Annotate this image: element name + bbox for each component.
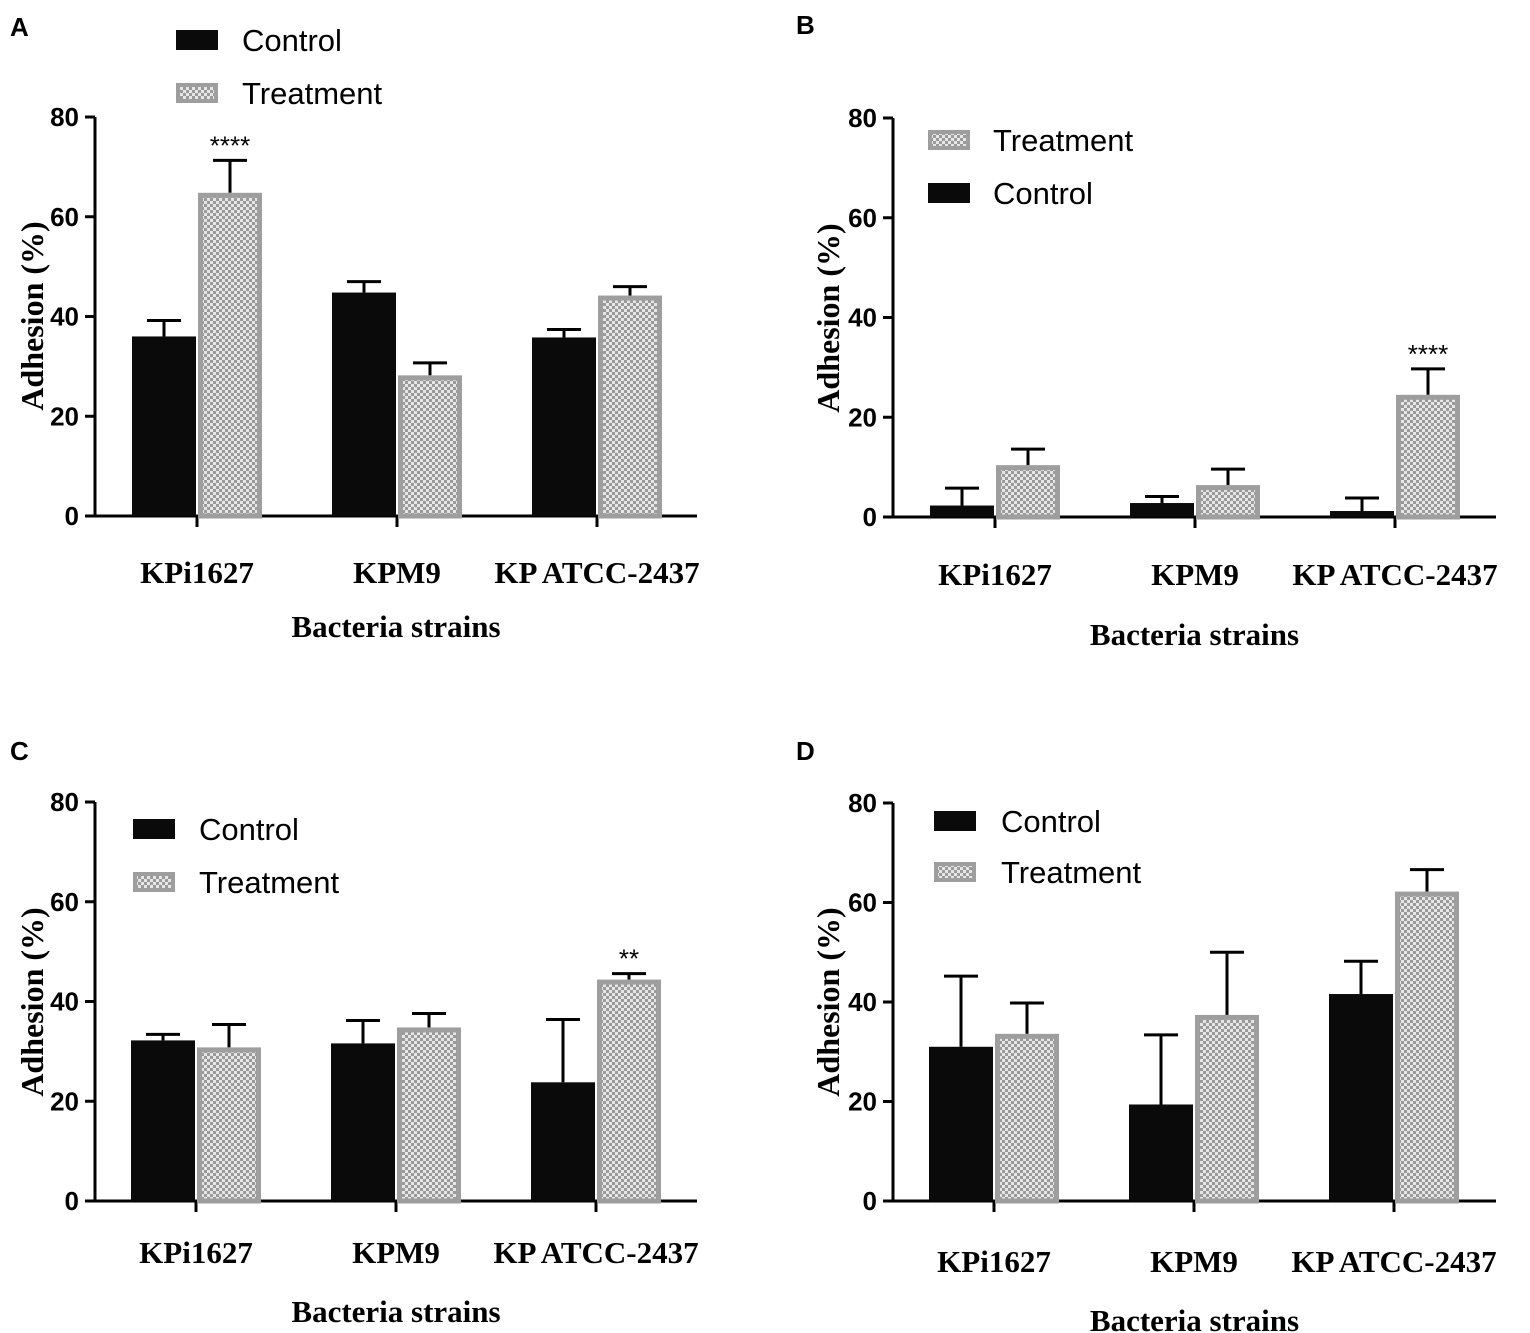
treatment-bar — [1195, 1014, 1259, 1204]
treatment-bar — [1396, 394, 1460, 520]
category-label: KPi1627 — [140, 555, 254, 590]
category-label: KP ATCC-2437 — [493, 1235, 698, 1270]
y-tick-label: 40 — [848, 987, 877, 1017]
control-bar — [132, 336, 196, 516]
chart-panel-a: A 0 20 40 60 80 KPi1627 KPM9 KP ATCC-2437 **** Adh… — [10, 12, 700, 644]
panel-letter: B — [796, 10, 815, 40]
category-label: KPM9 — [352, 1235, 440, 1270]
legend-swatch-control — [934, 811, 976, 831]
panel-letter: C — [10, 736, 29, 766]
y-tick-label: 80 — [848, 788, 877, 818]
chart-panel-b: B 0 20 40 60 80 KPi1627 KPM9 KP ATCC-2437 **** Adh… — [796, 10, 1498, 652]
y-tick-label: 80 — [50, 102, 79, 132]
control-bar — [1130, 503, 1194, 517]
control-bar — [331, 1043, 395, 1201]
legend: Control Treatment — [176, 23, 383, 111]
treatment-bar — [1196, 485, 1260, 520]
y-tick-label: 0 — [863, 502, 877, 532]
treatment-bar — [597, 979, 661, 1204]
category-label: KP ATCC-2437 — [1292, 557, 1497, 592]
control-bar — [1329, 994, 1393, 1201]
y-tick-label: 20 — [848, 1087, 877, 1117]
category-label: KP ATCC-2437 — [494, 555, 699, 590]
category-label: KPi1627 — [139, 1235, 253, 1270]
legend-label-control: Control — [242, 23, 342, 58]
x-axis-title: Bacteria strains — [1090, 617, 1299, 652]
control-bar — [930, 505, 994, 517]
legend-label-treatment: Treatment — [199, 865, 340, 900]
control-bar — [131, 1040, 195, 1201]
legend-swatch-treatment — [176, 83, 218, 103]
y-tick-label: 40 — [50, 302, 79, 332]
y-tick-label: 60 — [50, 887, 79, 917]
panel-letter: D — [796, 736, 815, 766]
significance-marker: **** — [210, 130, 250, 160]
x-axis-title: Bacteria strains — [291, 1294, 500, 1329]
y-tick-label: 0 — [65, 1186, 79, 1216]
control-bar — [929, 1046, 993, 1201]
category-label: KPM9 — [1150, 1244, 1238, 1279]
legend-swatch-control — [928, 183, 970, 203]
y-axis-title: Adhesion (%) — [810, 907, 846, 1096]
category-label: KPi1627 — [938, 557, 1052, 592]
legend-label-treatment: Treatment — [993, 123, 1134, 158]
y-tick-label: 80 — [848, 103, 877, 133]
legend-label-control: Control — [993, 176, 1093, 211]
y-tick-label: 20 — [50, 401, 79, 431]
y-tick-label: 20 — [848, 402, 877, 432]
legend: Control Treatment — [133, 812, 340, 900]
treatment-bar — [598, 295, 662, 519]
treatment-bar — [397, 1027, 461, 1204]
panel-letter: A — [10, 12, 29, 42]
y-tick-label: 0 — [863, 1186, 877, 1216]
significance-marker: ** — [619, 944, 639, 974]
category-label: KP ATCC-2437 — [1291, 1244, 1496, 1279]
x-axis-title: Bacteria strains — [1090, 1303, 1299, 1333]
treatment-bar — [398, 375, 462, 519]
chart-panel-c: C 0 20 40 60 80 KPi1627 KPM9 KP ATCC-2437 ** Adhes… — [10, 736, 699, 1329]
y-tick-label: 20 — [50, 1086, 79, 1116]
chart-panel-d: D 0 20 40 60 80 KPi1627 KPM9 KP ATCC-2437 Adhesio… — [796, 736, 1497, 1333]
legend-swatch-control — [133, 819, 175, 839]
y-tick-label: 0 — [65, 501, 79, 531]
legend-label-treatment: Treatment — [1001, 855, 1142, 890]
control-bar — [531, 1082, 595, 1201]
y-tick-label: 60 — [848, 888, 877, 918]
treatment-bar — [198, 192, 262, 519]
y-tick-label: 60 — [50, 202, 79, 232]
legend: Treatment Control — [928, 123, 1134, 211]
y-tick-label: 80 — [50, 787, 79, 817]
treatment-bar — [995, 1033, 1059, 1204]
category-label: KPM9 — [1151, 557, 1239, 592]
legend: Control Treatment — [934, 804, 1142, 890]
control-bar — [1330, 511, 1394, 517]
legend-label-treatment: Treatment — [242, 76, 383, 111]
control-bar — [1129, 1104, 1193, 1201]
legend-swatch-treatment — [928, 130, 970, 150]
category-label: KPM9 — [353, 555, 441, 590]
legend-label-control: Control — [199, 812, 299, 847]
x-axis-title: Bacteria strains — [291, 609, 500, 644]
treatment-bar — [996, 465, 1060, 520]
y-tick-label: 60 — [848, 203, 877, 233]
control-bar — [532, 337, 596, 516]
y-tick-label: 40 — [50, 987, 79, 1017]
legend-swatch-treatment — [133, 872, 175, 892]
legend-swatch-treatment — [934, 862, 976, 882]
y-axis-title: Adhesion (%) — [14, 221, 50, 410]
treatment-bar — [197, 1047, 261, 1204]
treatment-bar — [1395, 891, 1459, 1204]
legend-swatch-control — [176, 30, 218, 50]
y-tick-label: 40 — [848, 303, 877, 333]
significance-marker: **** — [1408, 339, 1448, 369]
y-axis-title: Adhesion (%) — [14, 907, 50, 1096]
y-axis-title: Adhesion (%) — [810, 223, 846, 412]
legend-label-control: Control — [1001, 804, 1101, 839]
category-label: KPi1627 — [937, 1244, 1051, 1279]
control-bar — [332, 292, 396, 516]
